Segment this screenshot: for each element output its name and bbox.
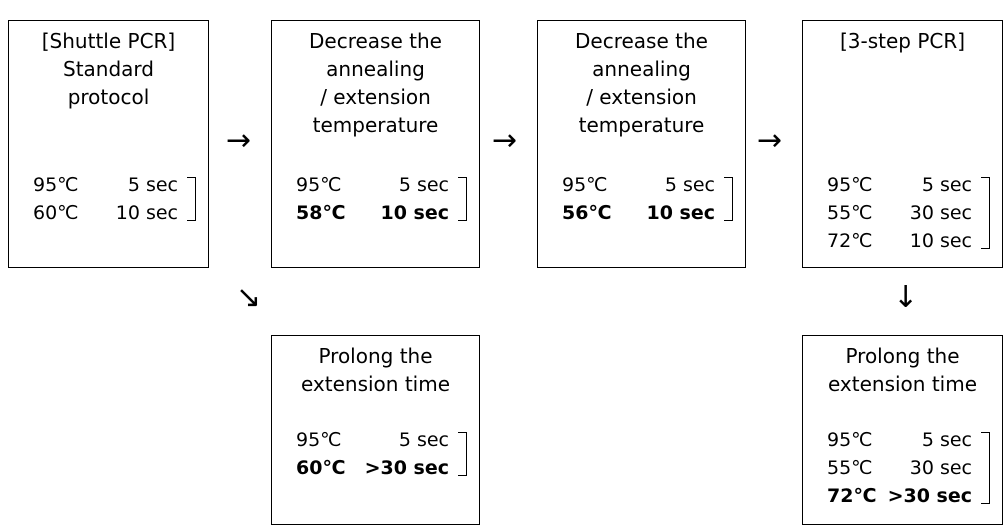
step-temperature: 95℃ — [33, 174, 79, 196]
step-time: 5 sec — [664, 174, 715, 196]
step-time: 5 sec — [398, 429, 449, 451]
step-row: 60℃ 10 sec — [9, 199, 208, 227]
box-decrease-56: Decrease the annealing / extension tempe… — [537, 20, 746, 268]
step-time: 30 sec — [909, 202, 972, 224]
arrow-right-icon: → — [226, 123, 252, 158]
step-row: 55℃ 30 sec — [803, 454, 1002, 482]
box-shuttle-standard: [Shuttle PCR] Standard protocol 95℃ 5 se… — [8, 20, 209, 268]
step-list: 95℃ 5 sec 55℃ 30 sec 72℃ 10 sec — [803, 171, 1002, 255]
box-title: Prolong the extension time — [827, 344, 978, 396]
step-row: 95℃ 5 sec — [272, 171, 479, 199]
box-prolong-shuttle: Prolong the extension time 95℃ 5 sec 60℃… — [271, 335, 480, 525]
box-title: [3-step PCR] — [839, 29, 966, 53]
cycle-bracket — [724, 177, 733, 221]
cycle-bracket — [187, 177, 196, 221]
step-row: 72℃ >30 sec — [803, 482, 1002, 510]
step-row: 55℃ 30 sec — [803, 199, 1002, 227]
arrow-down-icon: ↓ — [893, 280, 919, 315]
step-row: 95℃ 5 sec — [9, 171, 208, 199]
step-temperature: 55℃ — [827, 457, 873, 479]
step-row: 95℃ 5 sec — [803, 426, 1002, 454]
cycle-bracket — [458, 177, 467, 221]
step-time: 5 sec — [398, 174, 449, 196]
step-time: >30 sec — [887, 485, 972, 507]
step-list: 95℃ 5 sec 60℃ >30 sec — [272, 426, 479, 482]
arrow-right-icon: → — [492, 123, 518, 158]
step-list: 95℃ 5 sec 55℃ 30 sec 72℃ >30 sec — [803, 426, 1002, 510]
box-title: [Shuttle PCR] Standard protocol — [41, 29, 176, 109]
arrow-right-icon: → — [757, 123, 783, 158]
step-temperature: 95℃ — [296, 174, 342, 196]
step-time: >30 sec — [364, 457, 449, 479]
box-decrease-58: Decrease the annealing / extension tempe… — [271, 20, 480, 268]
step-temperature: 58℃ — [296, 202, 346, 224]
step-time: 10 sec — [909, 230, 972, 252]
step-row: 95℃ 5 sec — [803, 171, 1002, 199]
step-temperature: 60℃ — [296, 457, 346, 479]
step-row: 95℃ 5 sec — [272, 426, 479, 454]
step-list: 95℃ 5 sec 58℃ 10 sec — [272, 171, 479, 227]
step-temperature: 60℃ — [33, 202, 79, 224]
step-row: 72℃ 10 sec — [803, 227, 1002, 255]
cycle-bracket — [458, 432, 467, 476]
step-row: 95℃ 5 sec — [538, 171, 745, 199]
box-three-step: [3-step PCR] 95℃ 5 sec 55℃ 30 sec 72℃ 10… — [802, 20, 1003, 268]
step-row: 58℃ 10 sec — [272, 199, 479, 227]
step-temperature: 72℃ — [827, 230, 873, 252]
step-temperature: 95℃ — [562, 174, 608, 196]
cycle-bracket — [981, 177, 990, 249]
step-time: 10 sec — [115, 202, 178, 224]
step-time: 5 sec — [921, 174, 972, 196]
step-row: 60℃ >30 sec — [272, 454, 479, 482]
step-time: 5 sec — [921, 429, 972, 451]
step-temperature: 95℃ — [827, 174, 873, 196]
step-list: 95℃ 5 sec 56℃ 10 sec — [538, 171, 745, 227]
cycle-bracket — [981, 432, 990, 504]
step-time: 30 sec — [909, 457, 972, 479]
box-title: Decrease the annealing / extension tempe… — [575, 29, 708, 137]
step-temperature: 55℃ — [827, 202, 873, 224]
arrow-down-right-icon: ↘ — [236, 280, 262, 315]
step-row: 56℃ 10 sec — [538, 199, 745, 227]
step-temperature: 72℃ — [827, 485, 877, 507]
box-title: Prolong the extension time — [300, 344, 451, 396]
step-list: 95℃ 5 sec 60℃ 10 sec — [9, 171, 208, 227]
step-temperature: 95℃ — [296, 429, 342, 451]
step-time: 10 sec — [646, 202, 715, 224]
step-time: 5 sec — [127, 174, 178, 196]
step-temperature: 95℃ — [827, 429, 873, 451]
step-time: 10 sec — [380, 202, 449, 224]
box-prolong-three-step: Prolong the extension time 95℃ 5 sec 55℃… — [802, 335, 1003, 525]
box-title: Decrease the annealing / extension tempe… — [309, 29, 442, 137]
step-temperature: 56℃ — [562, 202, 612, 224]
